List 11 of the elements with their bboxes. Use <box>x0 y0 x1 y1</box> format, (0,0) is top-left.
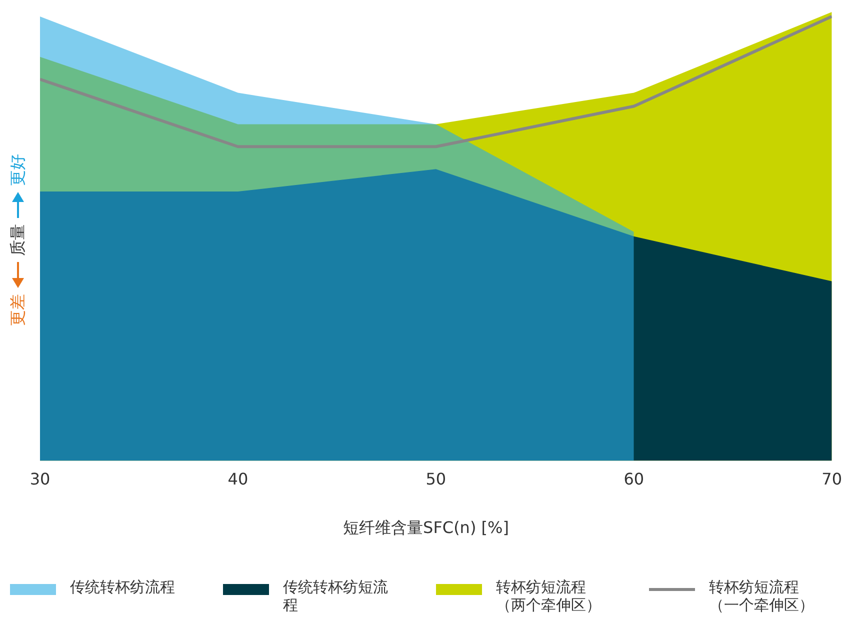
x-tick-label: 40 <box>228 470 248 489</box>
text: 更差 质量 更好 <box>8 154 26 326</box>
x-tick-label: 50 <box>426 470 446 489</box>
x-tick-label: 70 <box>822 470 842 489</box>
x-axis-title: 短纤维含量SFC(n) [%] <box>342 518 510 539</box>
legend-label: 传统转杯纺短流程 <box>283 578 389 614</box>
legend-label: 传统转杯纺流程 <box>70 578 176 596</box>
legend-label: 转杯纺短流程（两个牵伸区） <box>496 578 602 614</box>
x-tick-label: 60 <box>624 470 644 489</box>
x-tick-label: 30 <box>30 470 50 489</box>
legend-label: 转杯纺短流程（一个牵伸区） <box>709 578 815 614</box>
